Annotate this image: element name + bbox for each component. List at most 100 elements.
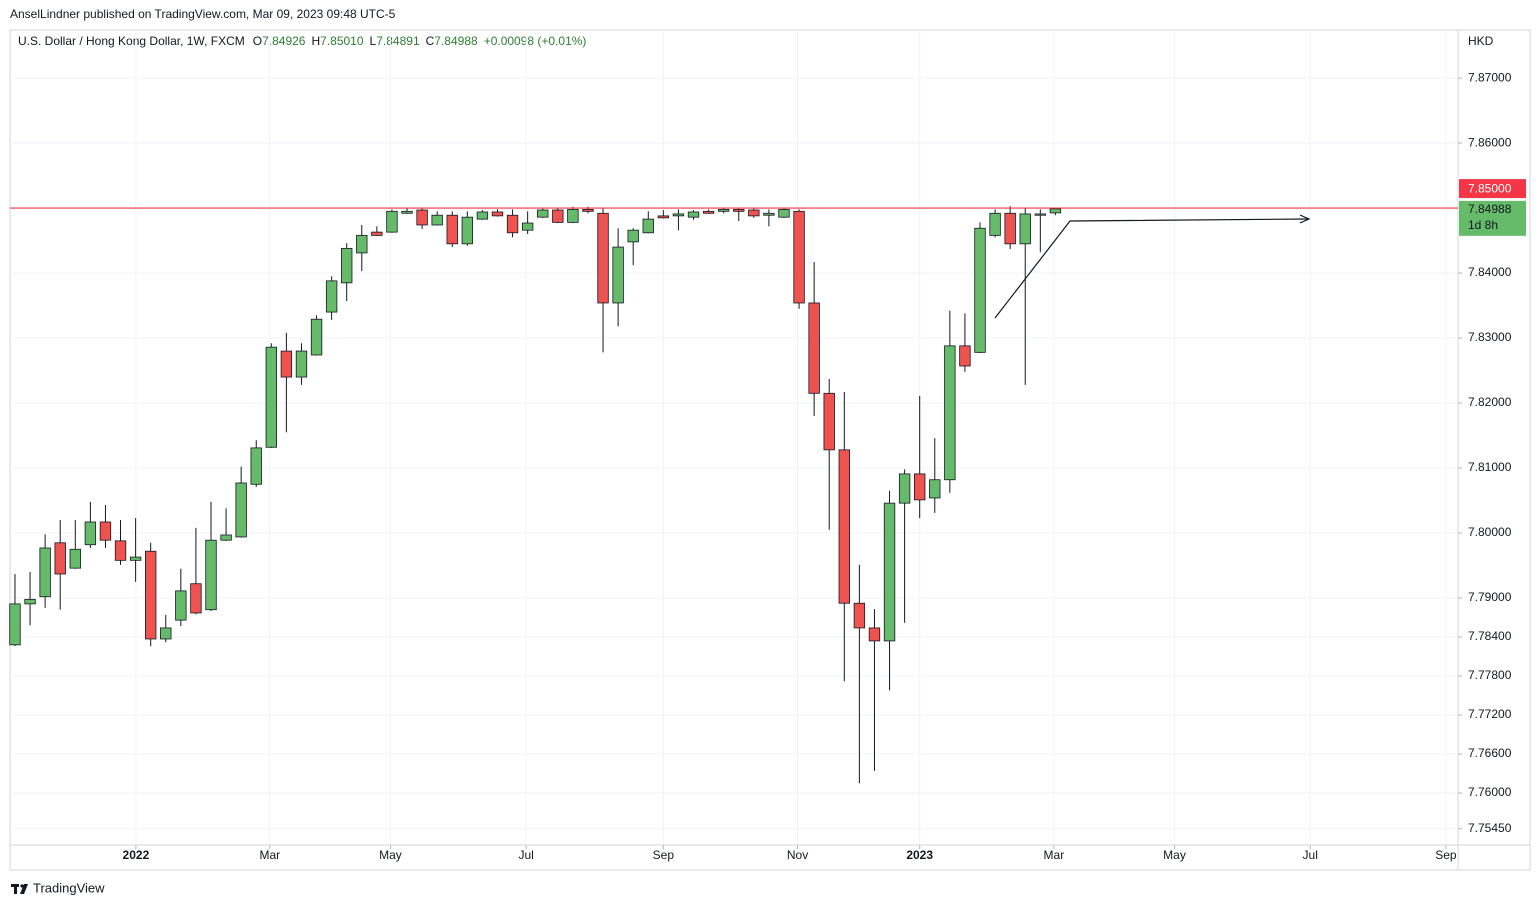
candle-body: [868, 627, 881, 642]
legend-value: 7.84891: [376, 34, 420, 48]
candle-body: [9, 603, 21, 646]
y-tick-label: 7.76600: [1468, 746, 1512, 760]
candle-body: [69, 548, 81, 569]
x-tick-label: Sep: [653, 848, 675, 862]
candle-body: [99, 521, 112, 541]
legend-value: 7.84926: [262, 34, 306, 48]
y-tick-label: 7.83000: [1468, 330, 1512, 344]
header: AnselLindner published on TradingView.co…: [10, 7, 396, 21]
legend-key: O: [253, 34, 262, 48]
legend-value: 7.84988: [434, 34, 478, 48]
countdown-label: 1d 8h: [1468, 218, 1498, 232]
candle-body: [702, 210, 715, 214]
y-tick-label: 7.79000: [1468, 590, 1512, 604]
candle-body: [84, 521, 97, 546]
candle-body: [944, 345, 956, 481]
last-price-box: [1459, 200, 1526, 236]
candle-body: [341, 247, 353, 284]
candle-body: [506, 214, 519, 234]
candle-body: [763, 212, 775, 216]
candle-body: [145, 550, 157, 640]
candle-body: [959, 345, 971, 367]
x-tick-label: 2023: [906, 848, 933, 862]
candle-body: [446, 214, 458, 245]
y-tick-label: 7.86000: [1468, 135, 1512, 149]
candle-body: [114, 540, 127, 561]
legend-key: H: [311, 34, 320, 48]
candle-body: [356, 234, 368, 254]
arrow-head: [1299, 214, 1311, 224]
candle-body: [567, 208, 579, 223]
candle-body: [914, 473, 926, 501]
candle-body: [129, 556, 142, 561]
candle-body: [808, 302, 820, 394]
hline-label-box: [1459, 179, 1526, 199]
frame: [9, 29, 1531, 871]
candle-body: [325, 280, 338, 313]
candle-body: [929, 479, 941, 499]
candle-body: [491, 211, 504, 217]
x-tick-label: May: [379, 848, 402, 862]
candle-body: [54, 542, 66, 575]
y-tick-label: 7.78400: [1468, 629, 1512, 643]
x-tick-label: Jul: [1303, 848, 1318, 862]
candle-body: [24, 598, 36, 605]
legend-change: +0.00098 (+0.01%): [484, 34, 587, 48]
candle-body: [39, 547, 51, 598]
y-tick-label: 7.75450: [1468, 821, 1512, 835]
candle-body: [687, 211, 700, 218]
candle-body: [1004, 212, 1016, 245]
candle-body: [295, 350, 308, 378]
legend-title: U.S. Dollar / Hong Kong Dollar, 1W, FXCM: [18, 34, 245, 48]
y-tick-label: 7.76000: [1468, 785, 1512, 799]
candle-body: [793, 210, 805, 304]
candle-body: [778, 208, 790, 218]
legend-value: 7.85010: [320, 34, 364, 48]
candle-body: [461, 216, 474, 245]
candle-body: [853, 602, 866, 629]
candle-body: [898, 473, 911, 504]
candle-body: [235, 482, 247, 538]
candle-body: [1049, 208, 1062, 214]
candle-body: [386, 210, 398, 233]
legend: U.S. Dollar / Hong Kong Dollar, 1W, FXCM…: [18, 34, 586, 48]
candle-body: [612, 246, 624, 304]
y-tick-label: 7.77200: [1468, 707, 1512, 721]
y-tick-label: 7.77800: [1468, 668, 1512, 682]
x-tick-label: Mar: [259, 848, 280, 862]
legend-key: C: [426, 34, 435, 48]
candle-body: [883, 502, 896, 642]
candle-body: [250, 447, 262, 485]
candle-body: [280, 350, 293, 378]
legend-key: L: [370, 34, 377, 48]
candle-body: [748, 209, 760, 217]
x-tick-label: Jul: [518, 848, 533, 862]
candle-body: [220, 534, 232, 541]
candle-body: [552, 209, 564, 223]
x-tick-label: Mar: [1044, 848, 1065, 862]
candle-body: [597, 212, 609, 304]
candle-body: [582, 208, 594, 212]
candle-body: [160, 627, 172, 640]
candle-body: [823, 392, 835, 451]
x-tick-label: Sep: [1435, 848, 1457, 862]
x-tick-label: Nov: [787, 848, 808, 862]
candle-body: [974, 227, 986, 353]
candle-body: [431, 214, 443, 226]
candle-body: [416, 209, 428, 226]
candle-body: [672, 213, 685, 217]
candle-body: [657, 215, 670, 219]
footer: TradingView: [33, 880, 105, 895]
y-tick-label: 7.82000: [1468, 395, 1512, 409]
y-tick-label: 7.84000: [1468, 265, 1512, 279]
x-tick-label: May: [1163, 848, 1186, 862]
x-tick-label: 2022: [123, 848, 150, 862]
candle-body: [310, 318, 323, 356]
candle-body: [1019, 213, 1031, 245]
candle-body: [642, 218, 654, 234]
trend-drawing: [994, 218, 1309, 319]
hline-label: 7.85000: [1468, 181, 1512, 195]
candle-body: [537, 209, 549, 218]
candle-body: [371, 231, 383, 236]
candle-body: [521, 222, 534, 231]
